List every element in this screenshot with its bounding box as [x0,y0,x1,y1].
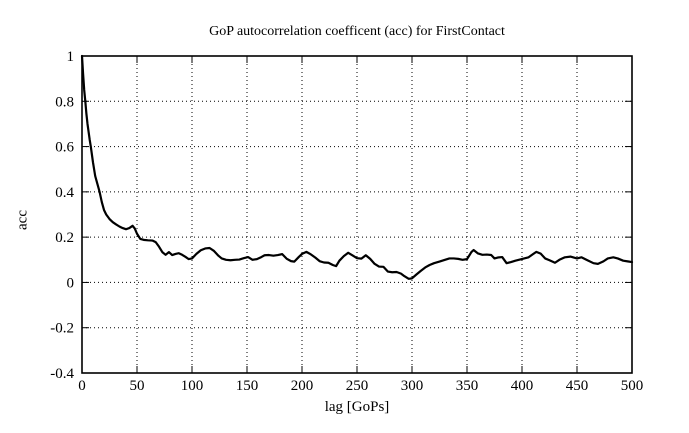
y-tick-label: 0.6 [55,140,74,156]
y-tick-label: -0.4 [50,366,74,382]
x-tick-label: 450 [566,378,589,394]
data-line-acc [80,54,634,280]
plot-border [81,55,633,374]
y-tick-label: 0.4 [55,185,74,201]
y-tick-label: 0.2 [55,230,74,246]
x-tick-label: 200 [291,378,314,394]
x-tick-label: 300 [401,378,424,394]
chart-title: GoP autocorrelation coefficent (acc) for… [209,24,505,39]
x-tick-label: 400 [511,378,534,394]
x-tick-label: 0 [78,378,86,394]
x-axis-label: lag [GoPs] [324,399,390,415]
y-tick-label: -0.2 [50,321,74,337]
x-tick-label: 250 [346,378,369,394]
y-tick-label: 0 [67,275,75,291]
x-tick-label: 150 [236,378,259,394]
x-tick-label: 500 [621,378,644,394]
x-tick-label: 100 [181,378,204,394]
x-tick-label: 350 [456,378,479,394]
x-tick-label: 50 [130,378,145,394]
y-tick-label: 0.8 [55,94,74,110]
y-tick-label: 1 [67,49,75,65]
